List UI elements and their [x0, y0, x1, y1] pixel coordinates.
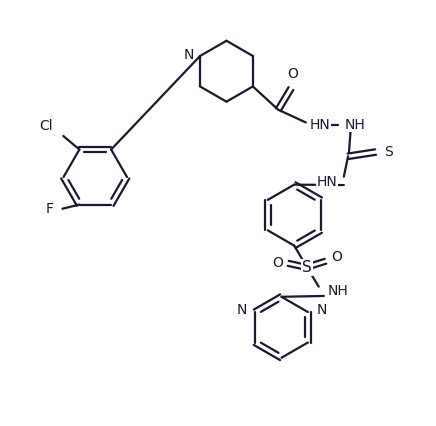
Text: O: O	[272, 256, 283, 271]
Text: S: S	[302, 260, 312, 275]
Text: N: N	[236, 303, 247, 317]
Text: Cl: Cl	[39, 118, 53, 132]
Text: S: S	[384, 145, 393, 159]
Text: NH: NH	[327, 284, 348, 298]
Text: O: O	[288, 67, 299, 81]
Text: NH: NH	[345, 118, 366, 132]
Text: N: N	[184, 48, 194, 62]
Text: HN: HN	[310, 118, 331, 132]
Text: F: F	[46, 202, 54, 216]
Text: HN: HN	[317, 175, 337, 189]
Text: N: N	[317, 303, 327, 317]
Text: O: O	[331, 250, 342, 264]
